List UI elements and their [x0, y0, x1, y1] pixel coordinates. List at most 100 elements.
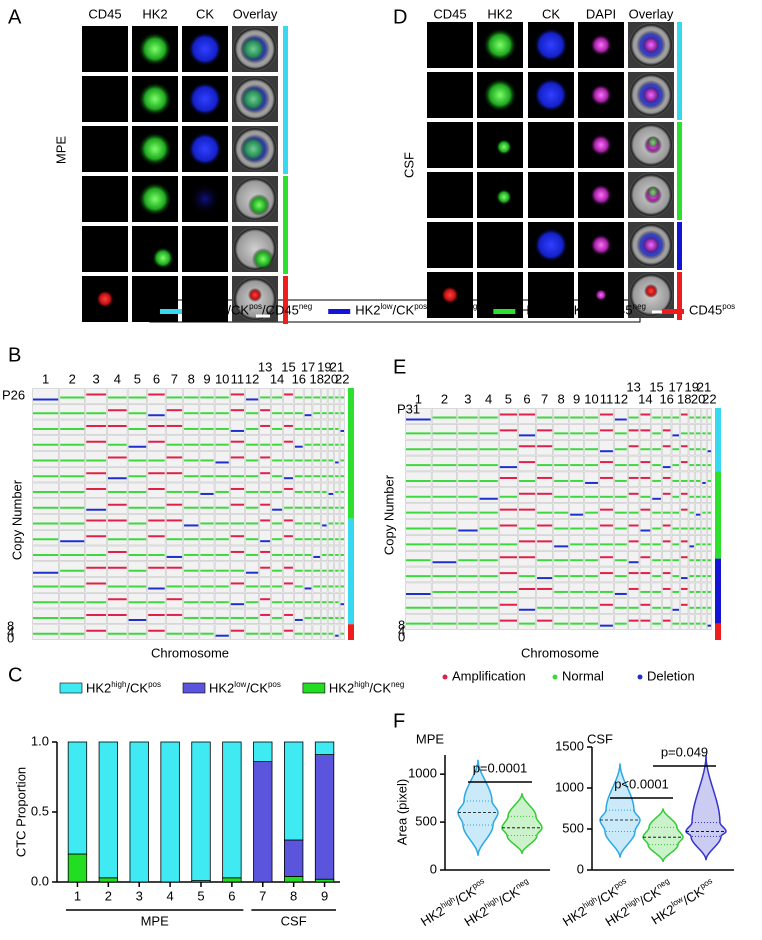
cnv-cell: [671, 598, 680, 614]
cnv-cell: [339, 593, 345, 609]
cnv-cell: [107, 577, 128, 593]
cnv-cell: [334, 593, 340, 609]
cnv-cell: [339, 435, 345, 451]
cnv-cell: [334, 435, 340, 451]
x-tick-label: 7: [259, 888, 266, 903]
cnv-cell: [321, 482, 328, 498]
cnv-cell: [431, 566, 457, 583]
cnv-cell: [321, 530, 328, 546]
cnv-cell: [283, 419, 294, 435]
cnv-cell: [321, 498, 328, 514]
cnv-cell: [680, 408, 689, 424]
cnv-cell: [499, 408, 518, 424]
cnv-cell: [85, 404, 107, 420]
cnv-cell: [457, 471, 479, 488]
cnv-cell: [59, 577, 86, 593]
legend-swatch: [328, 309, 351, 314]
cnv-cell: [283, 561, 294, 577]
cnv-cell: [536, 550, 553, 567]
cnv-cell: [214, 593, 230, 609]
chromosome-label: 14: [270, 371, 284, 386]
cnv-cell: [59, 467, 86, 483]
cnv-cell: [457, 535, 479, 551]
group-bar: [283, 176, 288, 274]
cnv-cell: [271, 545, 283, 561]
bar-segment: [129, 741, 149, 883]
cnv-cell: [405, 439, 432, 456]
cnv-cell: [518, 503, 536, 519]
cnv-cell: [183, 577, 200, 593]
cnv-cell: [259, 561, 271, 577]
cnv-cell: [165, 404, 183, 420]
chromosome-label: 7: [541, 391, 548, 406]
cnv-cell: [584, 614, 599, 630]
cnv-cell: [599, 439, 614, 456]
cnv-cell: [303, 467, 313, 483]
violin: [685, 755, 727, 861]
cnv-cell: [283, 388, 294, 404]
cnv-cell: [303, 608, 313, 624]
cnv-cell: [536, 408, 553, 424]
cnv-cell: [457, 566, 479, 583]
cnv-cell: [127, 404, 147, 420]
cnv-cell: [695, 455, 702, 472]
x-tick-label: 8: [290, 888, 297, 903]
chart-title: MPE: [416, 731, 445, 746]
cnv-cell: [639, 598, 651, 614]
cnv-cell: [536, 598, 553, 614]
patient-label: P26: [2, 387, 25, 402]
cnv-cell: [614, 424, 628, 440]
cnv-cell: [536, 519, 553, 535]
cnv-cell: [614, 582, 628, 599]
chromosome-label: 20: [324, 371, 338, 386]
cnv-cell: [294, 530, 304, 546]
cell-signal: [240, 86, 266, 112]
cnv-cell: [312, 593, 321, 609]
cnv-cell: [701, 535, 707, 551]
cnv-cell: [628, 503, 640, 519]
cnv-cell: [688, 503, 695, 519]
cnv-cell: [499, 582, 518, 599]
cnv-cell: [303, 593, 313, 609]
cnv-cell: [85, 624, 107, 640]
cnv-cell: [599, 519, 614, 535]
cell-signal: [483, 78, 517, 112]
cnv-cell: [199, 451, 215, 467]
cnv-cell: [701, 582, 707, 599]
cnv-cell: [294, 561, 304, 577]
cnv-cell: [303, 404, 313, 420]
cnv-cell: [199, 577, 215, 593]
cnv-cell: [405, 471, 432, 488]
cnv-cell: [628, 582, 640, 599]
cnv-cell: [303, 482, 313, 498]
cnv-cell: [294, 624, 304, 640]
cnv-cell: [183, 624, 200, 640]
chromosome-label: 14: [638, 391, 652, 406]
y-tick-label: 0: [430, 861, 437, 876]
cnv-cell: [614, 535, 628, 551]
cnv-cell: [628, 471, 640, 488]
cnv-cell: [127, 451, 147, 467]
cnv-cell: [32, 561, 59, 577]
group-bar: [715, 558, 721, 624]
cnv-cell: [127, 388, 147, 404]
legend-swatch: [662, 309, 684, 314]
cnv-cell: [553, 582, 569, 599]
panel-letter: D: [393, 6, 407, 28]
cn-tick-label: 0: [398, 629, 405, 644]
bar-segment: [283, 876, 304, 883]
cell-signal: [534, 28, 568, 62]
cnv-cell: [706, 598, 712, 614]
cnv-cell: [259, 545, 271, 561]
cnv-cell: [499, 550, 518, 567]
cnv-cell: [147, 514, 166, 530]
cnv-cell: [59, 388, 86, 404]
cnv-cell: [706, 535, 712, 551]
cnv-cell: [457, 408, 479, 424]
cnv-cell: [259, 467, 271, 483]
chromosome-label: 17: [669, 379, 683, 394]
group-bar: [715, 408, 721, 472]
bar-segment: [283, 741, 304, 841]
cnv-cell: [147, 577, 166, 593]
panel-letter: C: [8, 664, 22, 686]
